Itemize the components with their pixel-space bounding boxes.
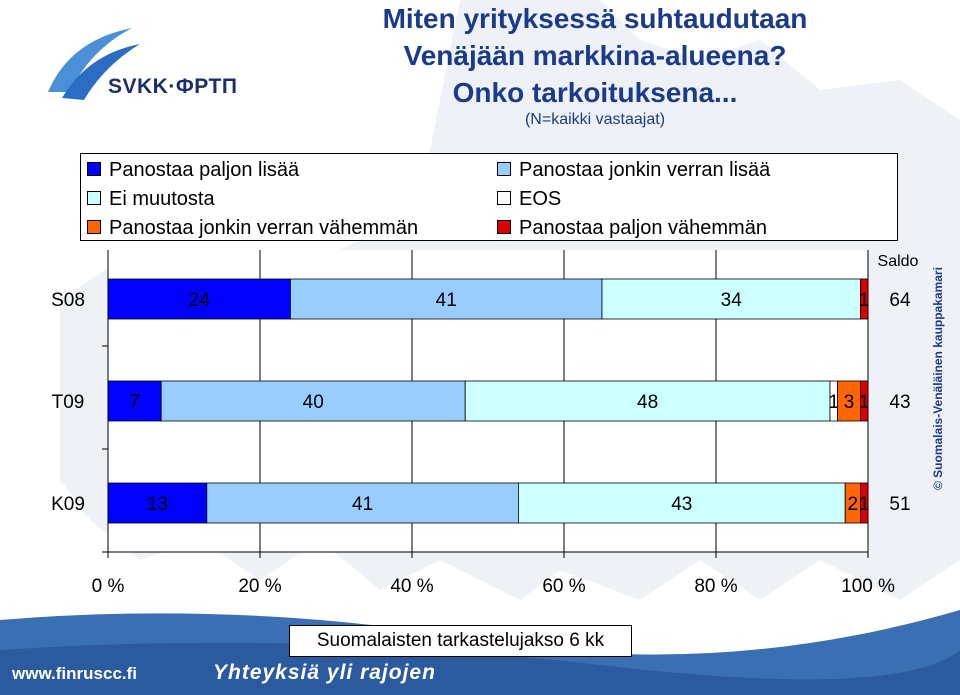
x-tick-label: 80 % [694,576,737,597]
legend-item-ei-muutosta: Ei muutosta [87,188,215,211]
page-subtitle: (N=kaikki vastaajat) [524,111,666,128]
legend-label: Panostaa jonkin verran vähemmän [109,217,419,239]
legend-label: Panostaa paljon vähemmän [519,217,767,239]
period-label-box: Suomalaisten tarkastelujakso 6 kk [289,625,632,657]
legend-item-paljon-lisaa: Panostaa paljon lisää [87,159,299,182]
bar-data-label: 41 [436,290,457,311]
saldo-header: Saldo [878,253,919,270]
title-line-3: Onko tarkoituksena... [452,77,738,108]
bar-segment [860,380,869,422]
legend-item-jonkin-verran-vahemman: Panostaa jonkin verran vähemmän [87,217,418,240]
bar-data-label: 2 [848,494,859,515]
x-tick-label: 0 % [92,576,125,597]
legend-item-paljon-vahemman: Panostaa paljon vähemmän [497,217,767,240]
svkk-logo [48,28,140,100]
bar-segment [860,482,869,524]
legend-item-eos: EOS [497,188,561,211]
x-tick-label: 40 % [390,576,433,597]
bar-data-label: 1 [859,494,870,515]
bar-segment [518,482,846,524]
bar-segment [107,380,162,422]
category-label: T09 [52,392,85,413]
saldo-value: 43 [889,392,910,413]
category-label: K09 [51,494,85,515]
bar-segment [464,380,831,422]
bar-segment [107,278,291,320]
bar-data-label: 1 [829,392,840,413]
bar-segment [160,380,466,422]
title-line-1: Miten yrityksessä suhtaudutaan [382,3,808,34]
x-tick-label: 100 % [841,576,895,597]
bar-data-label: 1 [859,392,870,413]
footer-slogan: Yhteyksiä yli rajojen [213,661,436,684]
bar-data-label: 1 [859,290,870,311]
saldo-value: 64 [889,290,911,311]
legend-label: EOS [519,188,562,210]
logo-text: SVKK·ФРТП [108,75,238,98]
bar-data-label: 3 [844,392,855,413]
legend-swatch [87,161,101,176]
category-label: S08 [51,290,85,311]
legend-label: Panostaa paljon lisää [109,159,300,181]
x-tick-label: 60 % [542,576,585,597]
bar-data-label: 24 [189,290,211,311]
legend-swatch [87,190,101,205]
bar-segment [107,482,208,524]
x-tick-label: 20 % [238,576,281,597]
legend-swatch [87,219,101,234]
copyright-side-text: © Suomalais-Venäläinen kauppakamari [931,267,945,490]
bar-data-label: 41 [352,494,373,515]
chart-legend: Panostaa paljon lisää Ei muutosta Panost… [80,153,898,241]
bar-data-label: 43 [671,494,692,515]
bar-segment [601,278,861,320]
legend-swatch [497,190,511,205]
legend-swatch [497,219,511,234]
legend-label: Panostaa jonkin verran lisää [519,159,771,181]
footer-url[interactable]: www.finruscc.fi [12,664,138,683]
legend-label: Ei muutosta [109,188,215,210]
page-title: Miten yrityksessä suhtaudutaan Venäjään … [330,0,860,111]
bar-data-label: 40 [303,392,324,413]
bar-data-label: 34 [721,290,743,311]
bar-segment [860,278,869,320]
legend-item-jonkin-verran-lisaa: Panostaa jonkin verran lisää [497,159,770,182]
bar-segment [206,482,519,524]
bar-data-label: 13 [147,494,168,515]
bar-data-label: 7 [129,392,140,413]
title-line-2: Venäjään markkina-alueena? [403,40,787,71]
bar-data-label: 48 [637,392,658,413]
legend-swatch [497,161,511,176]
saldo-value: 51 [889,494,910,515]
